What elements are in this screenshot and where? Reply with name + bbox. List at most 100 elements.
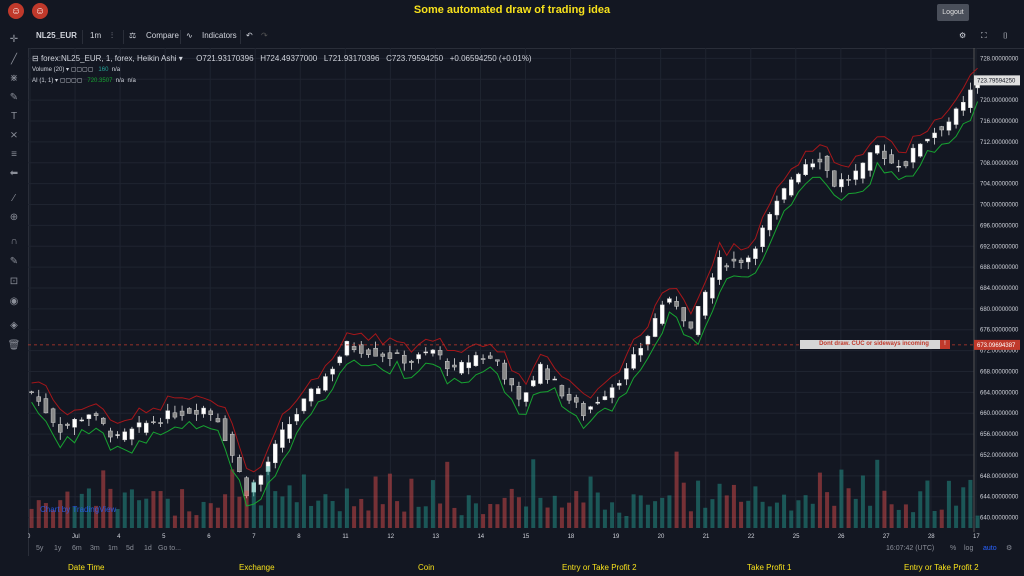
candle-body <box>953 108 959 125</box>
ai-value: 720.3507 <box>87 78 113 84</box>
candle-body <box>466 362 471 369</box>
candle-body <box>394 352 400 354</box>
candle-body <box>774 200 780 216</box>
footer-label: Date Time <box>68 563 105 572</box>
x-tick-label: 6 <box>207 534 211 540</box>
range-1d[interactable]: 1d <box>144 545 152 552</box>
percent-toggle[interactable]: % <box>950 545 957 552</box>
ruler-icon[interactable]: ⁄ <box>13 193 15 204</box>
volume-bar <box>839 469 844 528</box>
x-tick-label: 15 <box>523 534 530 540</box>
legend-close: C723.79594250 <box>386 54 444 63</box>
candle-body <box>380 353 385 357</box>
range-5y[interactable]: 5y <box>36 545 44 552</box>
volume-bar <box>237 496 242 528</box>
eye-icon[interactable]: ◉ <box>9 296 19 307</box>
candle-body <box>208 410 213 415</box>
range-3m[interactable]: 3m <box>90 545 100 552</box>
chart-type-icon[interactable]: ⫶ <box>111 31 113 40</box>
redo-icon[interactable]: ↷ <box>261 31 268 40</box>
lock-drawing-icon[interactable]: ✎ <box>9 256 19 267</box>
y-tick-label: 688.00000000 <box>980 265 1019 271</box>
candle-body <box>488 355 493 359</box>
compare-button[interactable]: Compare <box>146 31 179 40</box>
settings-icon[interactable]: ⚙ <box>959 31 967 40</box>
candle-body <box>667 298 672 303</box>
compare-icon[interactable]: ⚖ <box>129 31 137 40</box>
pattern-icon[interactable]: ⨯ <box>9 130 19 141</box>
price-chart[interactable]: 728.00000000724.00000000720.00000000716.… <box>28 48 1024 541</box>
symbol-input[interactable]: NL25_EUR <box>36 31 77 40</box>
volume-bar <box>129 489 134 528</box>
volume-label[interactable]: Volume (20) <box>32 67 65 73</box>
clock: 16:07:42 (UTC) <box>886 545 935 552</box>
volume-bar <box>803 495 808 528</box>
x-tick-label: 18 <box>568 534 575 540</box>
ai-label[interactable]: AI (1, 1) <box>32 78 54 84</box>
text-icon[interactable]: T <box>10 111 18 122</box>
measure-icon[interactable]: ≡ <box>11 149 17 160</box>
volume-bar <box>882 490 887 528</box>
volume-bar <box>108 488 113 528</box>
goto-button[interactable]: Go to... <box>158 545 181 552</box>
log-toggle[interactable]: log <box>964 545 974 552</box>
volume-bar <box>774 502 779 528</box>
candle-body <box>767 214 772 231</box>
trendline-icon[interactable]: ╱ <box>10 54 18 65</box>
candle-body <box>129 428 135 440</box>
volume-bar <box>516 497 521 528</box>
volume-bar <box>366 510 371 528</box>
settings-icon[interactable]: ⚙ <box>1006 545 1013 552</box>
magnet-icon[interactable]: ∩ <box>10 236 18 247</box>
zoom-icon[interactable]: ⊕ <box>9 212 19 223</box>
trash-icon[interactable]: 🗑 <box>7 340 21 351</box>
alert-label[interactable]: Dont draw. CUC or sideways incoming <box>800 340 948 349</box>
back-arrow-icon[interactable]: ⬅ <box>9 168 19 179</box>
x-tick-label: 4 <box>117 534 121 540</box>
y-tick-label: 704.00000000 <box>980 182 1019 188</box>
candle-body <box>280 429 285 448</box>
candle-body <box>165 410 170 420</box>
interval-button[interactable]: 1m <box>90 31 102 40</box>
volume-bar <box>316 500 321 528</box>
range-6m[interactable]: 6m <box>72 545 82 552</box>
divider <box>123 30 124 44</box>
camera-icon[interactable]: ⌷ <box>1003 31 1008 40</box>
volume-bar <box>337 511 342 528</box>
indicators-icon[interactable]: ∿ <box>186 31 193 40</box>
candle-body <box>79 419 84 422</box>
crosshair-icon[interactable]: ✛ <box>9 34 19 45</box>
indicators-button[interactable]: Indicators <box>202 31 237 40</box>
candle-body <box>330 368 335 375</box>
candle-body <box>910 147 916 163</box>
candle-body <box>860 162 866 179</box>
auto-toggle[interactable]: auto <box>983 545 997 552</box>
range-1m[interactable]: 1m <box>108 545 118 552</box>
logout-button[interactable]: Logout <box>937 4 969 21</box>
collapse-icon[interactable]: ⊟ <box>32 54 41 63</box>
volume-bar <box>86 488 91 528</box>
candle-body <box>566 394 572 401</box>
alert-icon[interactable]: ! <box>940 340 950 349</box>
volume-bar <box>201 501 206 528</box>
fib-icon[interactable]: ⋇ <box>9 73 19 84</box>
brush-icon[interactable]: ✎ <box>9 92 19 103</box>
layers-icon[interactable]: ◈ <box>10 320 18 331</box>
range-1y[interactable]: 1y <box>54 545 62 552</box>
volume-bar <box>631 494 636 528</box>
fullscreen-icon[interactable]: ⛶ <box>981 31 987 40</box>
volume-bar <box>574 491 579 528</box>
legend-high: H724.49377000 <box>260 54 318 63</box>
lock-icon[interactable]: ⊡ <box>9 276 19 287</box>
volume-bar <box>65 491 70 528</box>
candle-body <box>72 419 77 428</box>
y-tick-label: 684.00000000 <box>980 286 1019 292</box>
legend-symbol[interactable]: forex:NL25_EUR, 1, forex, Heikin Ashi <box>40 54 177 63</box>
candle-body <box>595 401 600 404</box>
target-price-box <box>974 339 1020 350</box>
candle-body <box>552 378 557 381</box>
candle-body <box>65 423 70 426</box>
volume-bar <box>423 506 428 528</box>
range-5d[interactable]: 5d <box>126 545 134 552</box>
undo-icon[interactable]: ↶ <box>246 31 253 40</box>
